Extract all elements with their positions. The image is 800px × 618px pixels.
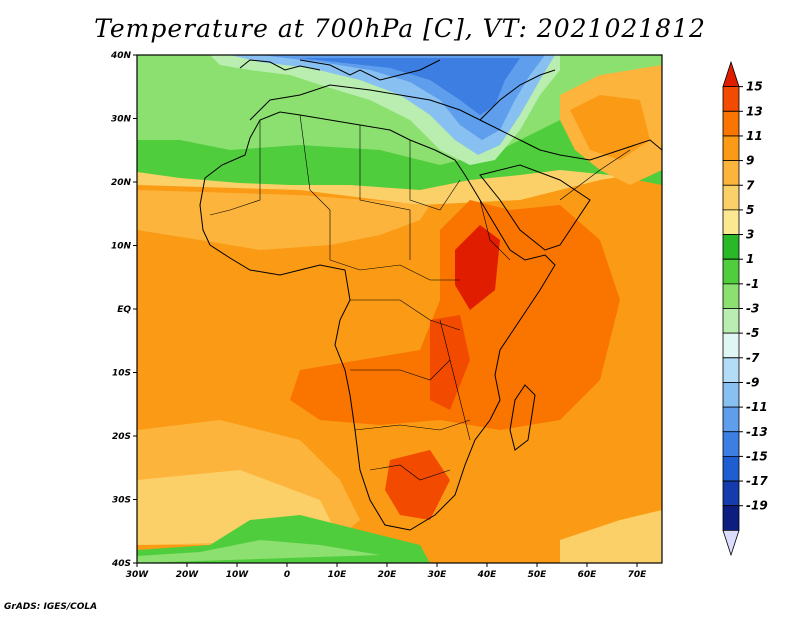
lon-label: 30W: [126, 570, 150, 580]
colorbar-swatch: [722, 110, 740, 137]
colorbar-swatch: [722, 60, 740, 88]
lon-label: 40E: [477, 570, 498, 580]
field-rift-peak: [430, 315, 470, 410]
border: [439, 319, 471, 441]
colorbar: 15 13 11 9 7 5 3 1 -1 -3 -5 -7 -9 -11 -13 -15 -17 -19: [722, 60, 768, 557]
colorbar-swatch: [722, 209, 740, 235]
colorbar-label: 15: [746, 80, 763, 94]
colorbar-swatch: [722, 431, 740, 457]
colorbar-swatch: [722, 357, 740, 383]
colorbar-label: -9: [746, 375, 759, 389]
madagascar-coastline: [509, 384, 536, 451]
lon-label: 60E: [578, 570, 598, 580]
colorbar-label: 7: [746, 178, 755, 192]
field-arabia-hot: [570, 95, 650, 160]
colorbar-label: -3: [746, 302, 759, 316]
lat-label: 20N: [111, 178, 132, 188]
colorbar-swatch: [722, 160, 740, 186]
colorbar-swatch: [722, 283, 740, 309]
border: [559, 149, 631, 201]
lat-label: 40S: [111, 559, 131, 569]
field-south-peak: [385, 450, 450, 520]
map-title: Temperature at 700hPa [C], VT: 202102181…: [94, 14, 706, 43]
border: [409, 140, 461, 211]
grads-credit: GrADS: IGES/COLA: [4, 602, 98, 612]
lat-label: 10N: [111, 242, 132, 252]
border: [369, 464, 451, 481]
colorbar-swatch: [722, 456, 740, 482]
lon-label: 70E: [628, 570, 648, 580]
lon-label: 10E: [328, 570, 348, 580]
country-borders: [209, 114, 631, 481]
colorbar-label: 9: [746, 154, 754, 168]
border: [359, 125, 411, 260]
colorbar-label: -1: [746, 277, 759, 291]
colorbar-label: -5: [746, 326, 759, 340]
field-east-africa-hot: [290, 200, 620, 430]
field-coldest-blue: [300, 58, 520, 115]
field-se-yellow: [560, 510, 662, 563]
colorbar-swatch: [722, 308, 740, 334]
longitude-axis: 30W 20W 10W 0 10E 20E 30E 40E 50E 60E 70E: [126, 563, 647, 580]
lon-label: 20W: [176, 570, 200, 580]
colorbar-label: 13: [746, 104, 763, 118]
colorbar-label: -19: [746, 499, 768, 513]
colorbar-swatch: [722, 406, 740, 433]
lon-label: 10W: [226, 570, 250, 580]
colorbar-swatch: [722, 258, 740, 285]
colorbar-swatch: [722, 529, 740, 557]
lat-label: EQ: [117, 305, 131, 315]
europe-coastline: [239, 59, 321, 71]
border: [209, 120, 261, 216]
border: [479, 199, 511, 261]
colorbar-swatch: [722, 234, 740, 260]
colorbar-label: 3: [746, 228, 754, 242]
colorbar-label: 5: [746, 203, 754, 217]
gulf-coastline: [479, 119, 662, 161]
border: [299, 114, 331, 260]
border: [354, 419, 471, 431]
colorbar-swatch: [722, 184, 740, 211]
colorbar-swatch: [722, 135, 740, 161]
border: [350, 359, 451, 381]
colorbar-swatch: [722, 505, 740, 531]
field-ethiopia-peak: [455, 225, 500, 310]
colorbar-label: -7: [746, 351, 760, 365]
africa-coastline: [199, 111, 556, 531]
lon-label: 0: [284, 570, 290, 580]
lat-label: 40N: [110, 51, 132, 61]
lon-label: 50E: [528, 570, 548, 580]
border: [350, 299, 461, 331]
field-sahel-orange-light: [137, 190, 430, 250]
lat-label: 10S: [112, 369, 131, 379]
coastlines: [199, 59, 662, 531]
lat-label: 30N: [111, 115, 132, 125]
colorbar-label: -15: [746, 449, 768, 463]
colorbar-swatch: [722, 332, 740, 359]
arabia-coastline: [479, 164, 591, 251]
lon-label: 30E: [428, 570, 448, 580]
map-field: [137, 55, 662, 563]
latitude-axis: 40N 30N 20N 10N EQ 10S 20S 30S 40S: [110, 51, 137, 569]
colorbar-swatch: [722, 86, 740, 112]
colorbar-swatch: [722, 480, 740, 507]
colorbar-swatch: [722, 382, 740, 408]
colorbar-label: -17: [746, 474, 768, 488]
field-southern-lightgreen: [137, 540, 380, 563]
colorbar-label: 11: [746, 129, 763, 143]
colorbar-label: -13: [746, 425, 768, 439]
colorbar-label: -11: [746, 400, 768, 414]
italy-balkans-coastline: [299, 59, 441, 81]
lon-label: 20E: [378, 570, 398, 580]
lat-label: 30S: [112, 496, 131, 506]
lat-label: 20S: [112, 432, 131, 442]
colorbar-label: 1: [746, 252, 754, 266]
border: [329, 259, 460, 281]
mediterranean-coastline: [249, 69, 556, 121]
